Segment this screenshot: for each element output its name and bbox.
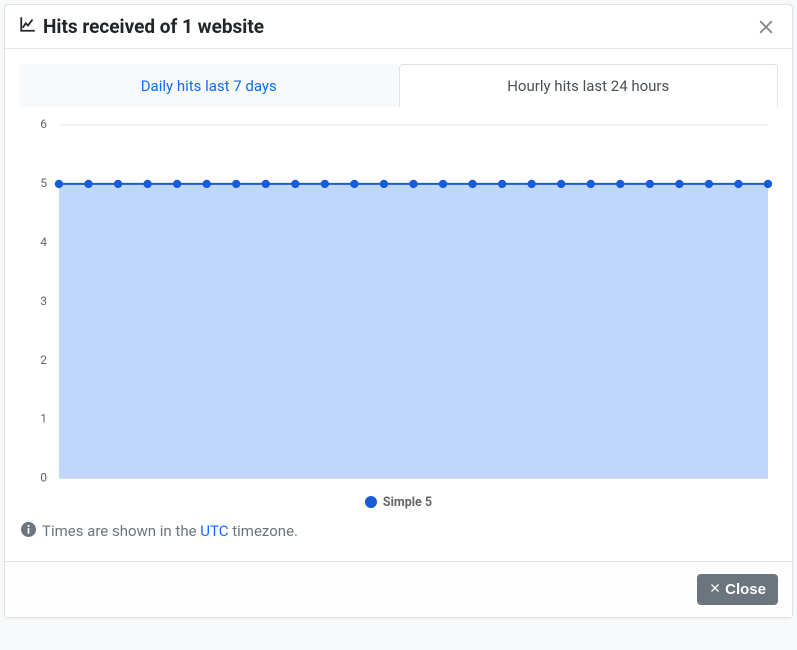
tab-daily[interactable]: Daily hits last 7 days	[19, 64, 399, 107]
hits-chart: 0 1 2 3 4 5 6 Simple 5	[19, 117, 778, 516]
timezone-link[interactable]: UTC	[200, 522, 228, 540]
svg-text:4: 4	[40, 235, 47, 249]
chart-line-icon	[19, 15, 37, 38]
modal-title: Hits received of 1 website	[19, 15, 264, 38]
close-button[interactable]: Close	[697, 574, 778, 605]
svg-text:6: 6	[40, 117, 47, 131]
tabs: Daily hits last 7 days Hourly hits last …	[19, 63, 778, 107]
svg-text:1: 1	[40, 412, 47, 426]
modal-header: Hits received of 1 website	[5, 5, 792, 49]
legend-dot-icon	[365, 496, 377, 508]
legend-label: Simple 5	[383, 495, 432, 510]
svg-text:0: 0	[40, 471, 47, 485]
modal-body: Daily hits last 7 days Hourly hits last …	[5, 49, 792, 561]
tab-hourly[interactable]: Hourly hits last 24 hours	[399, 64, 779, 107]
header-close-icon[interactable]	[756, 17, 776, 37]
chart-svg: 0 1 2 3 4 5 6	[19, 117, 778, 487]
close-button-label: Close	[725, 581, 766, 598]
svg-text:3: 3	[40, 294, 47, 308]
timezone-text: Times are shown in the UTC timezone.	[42, 522, 298, 540]
svg-text:5: 5	[40, 176, 47, 190]
timezone-note: Times are shown in the UTC timezone.	[19, 516, 778, 555]
modal-title-text: Hits received of 1 website	[43, 15, 264, 38]
info-icon	[21, 522, 36, 541]
chart-legend: Simple 5	[19, 487, 778, 516]
svg-text:2: 2	[40, 353, 47, 367]
modal-footer: Close	[5, 561, 792, 617]
hits-modal: Hits received of 1 website Daily hits la…	[4, 4, 793, 618]
close-icon	[709, 581, 721, 598]
